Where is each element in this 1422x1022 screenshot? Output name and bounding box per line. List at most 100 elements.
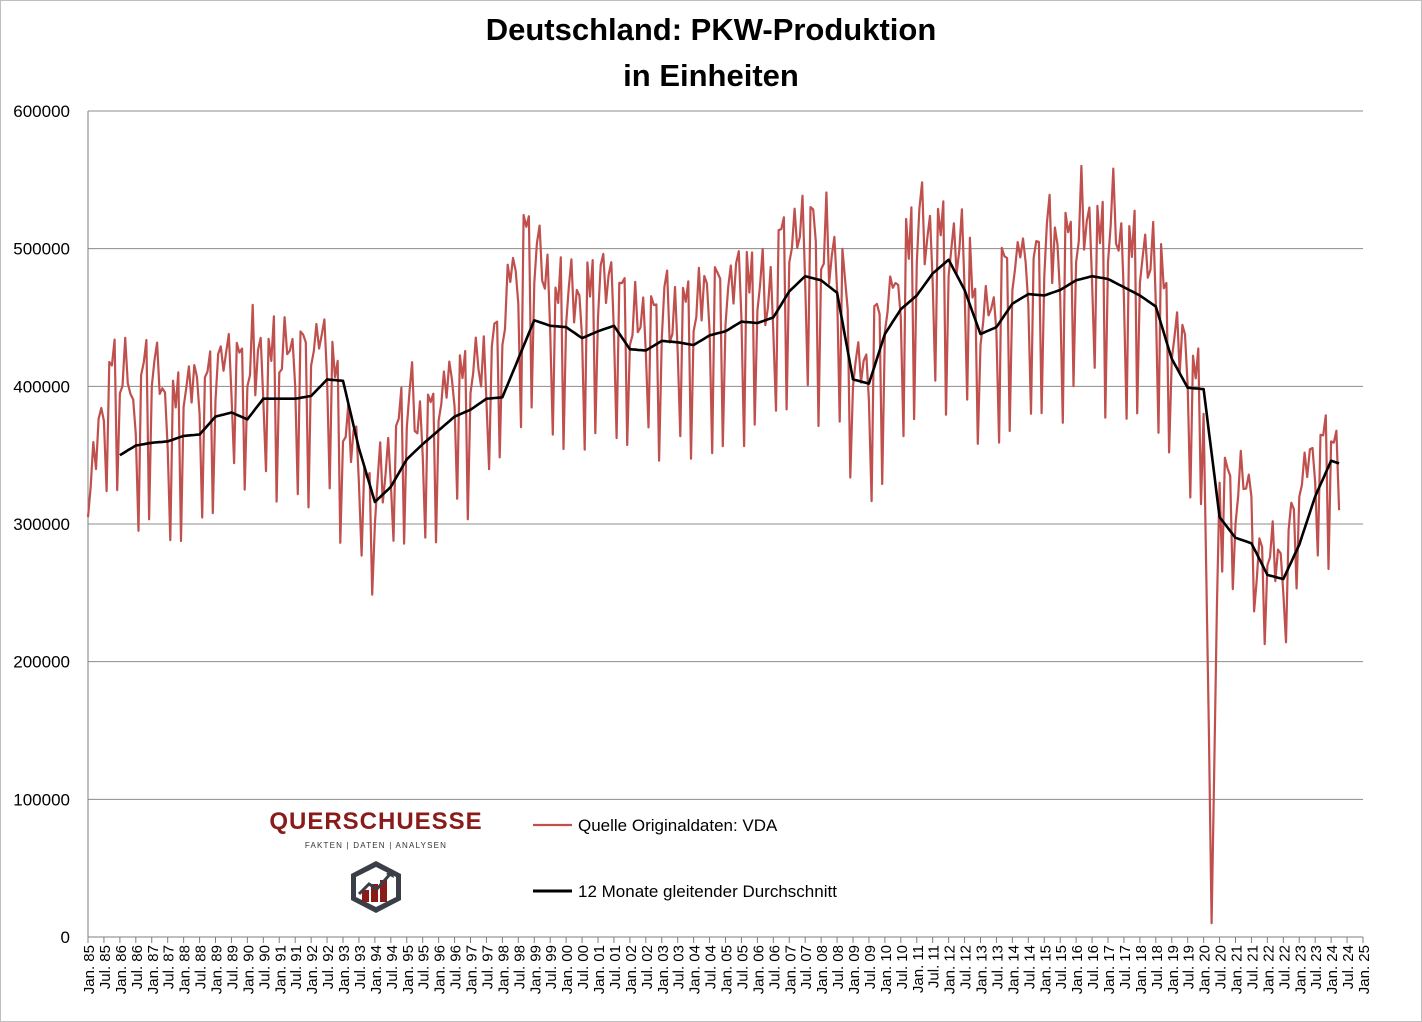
- x-tick-label: Jul. 87: [161, 945, 178, 989]
- x-tick-label: Jul. 04: [703, 945, 720, 989]
- x-tick-label: Jan. 90: [240, 945, 257, 994]
- x-tick-label: Jan. 17: [1101, 945, 1118, 994]
- x-tick-label: Jul. 89: [224, 945, 241, 989]
- legend: Quelle Originaldaten: VDA 12 Monate gleit…: [533, 816, 837, 901]
- y-tick-label: 100000: [13, 790, 70, 809]
- querschuesse-logo: QUERSCHUESSE FAKTEN | DATEN | ANALYSEN: [268, 808, 484, 916]
- series-line-moving-average: [119, 258, 1340, 581]
- x-tick-label: Jul. 86: [129, 945, 146, 989]
- x-tick-label: Jul. 99: [543, 945, 560, 989]
- x-tick-label: Jul. 09: [862, 945, 879, 989]
- x-tick-label: Jan. 20: [1197, 945, 1214, 994]
- hexagon-chart-arrow-icon: [351, 861, 401, 913]
- x-tick-label: Jul. 24: [1340, 945, 1357, 989]
- x-tick-label: Jan. 00: [559, 945, 576, 994]
- x-tick-label: Jul. 23: [1308, 945, 1325, 989]
- x-tick-label: Jan. 19: [1165, 945, 1182, 994]
- x-tick-label: Jul. 13: [989, 945, 1006, 989]
- x-tick-label: Jan. 12: [942, 945, 959, 994]
- x-tick-label: Jan. 87: [145, 945, 162, 994]
- x-tick-label: Jan. 08: [814, 945, 831, 994]
- x-tick-label: Jan. 91: [272, 945, 289, 994]
- x-tick-label: Jul. 06: [766, 945, 783, 989]
- chart-subtitle: in Einheiten: [623, 58, 799, 93]
- x-tick-label: Jan. 06: [750, 945, 767, 994]
- x-tick-label: Jan. 88: [177, 945, 194, 994]
- x-tick-label: Jul. 08: [830, 945, 847, 989]
- x-tick-label: Jul. 92: [320, 945, 337, 989]
- legend-label: 12 Monate gleitender Durchschnitt: [578, 882, 837, 901]
- x-tick-label: Jul. 91: [288, 945, 305, 989]
- y-tick-label: 500000: [13, 240, 70, 259]
- x-tick-label: Jan. 23: [1292, 945, 1309, 994]
- x-tick-label: Jul. 98: [511, 945, 528, 989]
- x-tick-label: Jul. 85: [97, 945, 114, 989]
- y-tick-label: 0: [61, 928, 70, 947]
- x-tick-label: Jul. 21: [1244, 945, 1261, 989]
- x-tick-label: Jan. 10: [878, 945, 895, 994]
- y-tick-label: 300000: [13, 515, 70, 534]
- y-tick-labels: 0 100000 200000 300000 400000 500000 600000: [13, 102, 70, 947]
- y-tick-label: 600000: [13, 102, 70, 121]
- axes: [87, 111, 1364, 943]
- x-tick-label: Jan. 86: [113, 945, 130, 994]
- x-tick-label: Jul. 05: [734, 945, 751, 989]
- x-tick-label: Jul. 01: [607, 945, 624, 989]
- x-tick-label: Jan. 22: [1260, 945, 1277, 994]
- x-tick-label: Jul. 16: [1085, 945, 1102, 989]
- x-tick-label: Jan. 14: [1005, 945, 1022, 994]
- x-tick-label: Jul. 15: [1053, 945, 1070, 989]
- x-tick-label: Jan. 07: [782, 945, 799, 994]
- x-tick-label: Jan. 05: [719, 945, 736, 994]
- y-tick-label: 400000: [13, 377, 70, 396]
- x-tick-label: Jul. 02: [639, 945, 656, 989]
- x-tick-label: Jan. 04: [687, 945, 704, 994]
- x-tick-label: Jan. 98: [495, 945, 512, 994]
- x-tick-label: Jul. 00: [575, 945, 592, 989]
- x-tick-label: Jan. 01: [591, 945, 608, 994]
- legend-label: Quelle Originaldaten: VDA: [578, 816, 778, 835]
- x-tick-label: Jan. 21: [1229, 945, 1246, 994]
- x-tick-label: Jan. 02: [623, 945, 640, 994]
- series-lines: [86, 164, 1341, 925]
- x-tick-label: Jan. 13: [974, 945, 991, 994]
- x-tick-label: Jul. 03: [671, 945, 688, 989]
- x-tick-label: Jul. 12: [958, 945, 975, 989]
- x-tick-label: Jan. 25: [1356, 945, 1373, 994]
- x-tick-label: Jan. 93: [336, 945, 353, 994]
- x-tick-label: Jul. 10: [894, 945, 911, 989]
- logo-brand-text: QUERSCHUESSE: [269, 808, 483, 835]
- x-tick-label: Jul. 20: [1213, 945, 1230, 989]
- x-tick-label: Jul. 94: [384, 945, 401, 989]
- x-tick-label: Jul. 17: [1117, 945, 1134, 989]
- x-tick-label: Jan. 97: [464, 945, 481, 994]
- x-tick-label: Jul. 88: [193, 945, 210, 989]
- x-tick-label: Jul. 96: [448, 945, 465, 989]
- x-tick-label: Jan. 89: [209, 945, 226, 994]
- x-tick-label: Jul. 22: [1276, 945, 1293, 989]
- x-tick-label: Jan. 15: [1037, 945, 1054, 994]
- chart-title: Deutschland: PKW-Produktion: [485, 12, 937, 47]
- x-tick-label: Jul. 18: [1149, 945, 1166, 989]
- x-tick-label: Jan. 18: [1133, 945, 1150, 994]
- x-tick-label: Jul. 07: [798, 945, 815, 989]
- x-tick-label: Jan. 16: [1069, 945, 1086, 994]
- x-tick-label: Jan. 09: [846, 945, 863, 994]
- x-tick-label: Jul. 14: [1021, 945, 1038, 989]
- gridlines: [88, 110, 1363, 800]
- x-tick-label: Jan. 24: [1324, 945, 1341, 994]
- x-tick-label: Jul. 95: [416, 945, 433, 989]
- x-tick-label: Jul. 11: [926, 945, 943, 988]
- x-tick-label: Jul. 97: [479, 945, 496, 989]
- x-tick-label: Jul. 19: [1181, 945, 1198, 989]
- x-tick-label: Jul. 90: [256, 945, 273, 989]
- x-tick-label: Jan. 03: [655, 945, 672, 994]
- x-tick-label: Jan. 99: [527, 945, 544, 994]
- x-tick-label: Jan. 95: [400, 945, 417, 994]
- logo-tagline: FAKTEN | DATEN | ANALYSEN: [304, 841, 448, 850]
- x-tick-label: Jul. 93: [352, 945, 369, 989]
- x-tick-label: Jan. 11: [910, 945, 927, 993]
- x-tick-label: Jan. 92: [304, 945, 321, 994]
